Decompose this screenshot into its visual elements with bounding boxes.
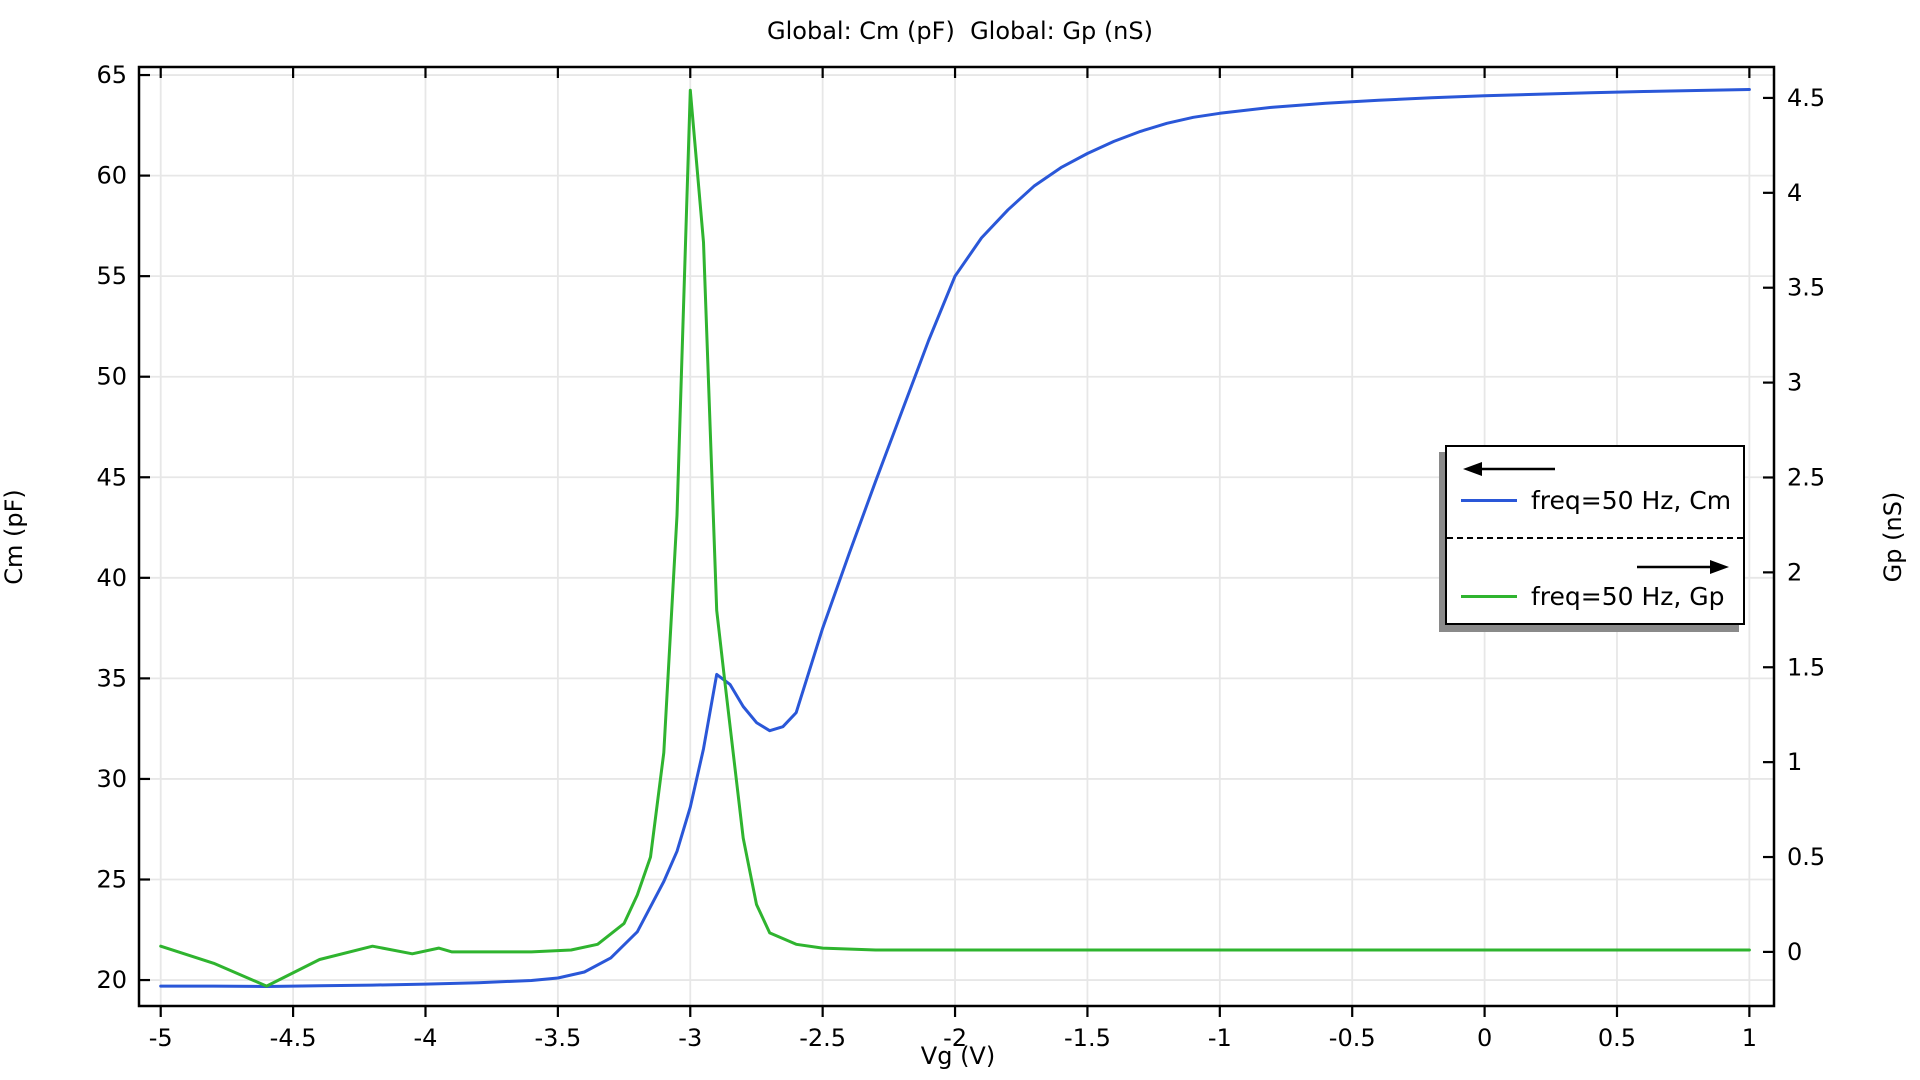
plot-border [137, 65, 1776, 1008]
y-right-tick-label: 0 [1787, 938, 1802, 966]
x-tick-label: -4.5 [270, 1024, 317, 1052]
x-tick-label: 1 [1742, 1024, 1757, 1052]
axis-ticks [139, 67, 1774, 1017]
plot-frame [137, 65, 1776, 1008]
y-left-tick-label: 20 [96, 966, 127, 994]
series-curve-gp [159, 88, 1751, 988]
y-right-tick-label: 3 [1787, 369, 1802, 397]
y-left-axis-label: Cm (pF) [0, 489, 28, 585]
x-tick-label: -2 [943, 1024, 967, 1052]
y-right-tick-label: 4.5 [1787, 84, 1825, 112]
x-tick-label: -1 [1208, 1024, 1232, 1052]
x-tick-label: -2.5 [799, 1024, 846, 1052]
y-left-tick-label: 55 [96, 262, 127, 290]
chart-title: Global: Cm (pF) Global: Gp (nS) [767, 17, 1153, 45]
gridlines [139, 67, 1774, 1006]
left-arrow-icon [1463, 462, 1555, 476]
y-left-tick-label: 40 [96, 564, 127, 592]
x-tick-label: 0.5 [1598, 1024, 1636, 1052]
series-curve-cm [159, 88, 1751, 988]
x-tick-label: -4 [414, 1024, 438, 1052]
legend-divider [1447, 537, 1743, 539]
y-left-tick-label: 60 [96, 162, 127, 190]
x-tick-label: -1.5 [1064, 1024, 1111, 1052]
y-right-tick-label: 3.5 [1787, 274, 1825, 302]
x-axis-label: Vg (V) [921, 1042, 995, 1070]
y-left-tick-label: 35 [96, 664, 127, 692]
tick-labels: -5 -4.5 -4 -3.5 -3 -2.5 -2 -1.5 -1 -0.5 0 0.5 120253… [96, 61, 1825, 1052]
y-left-tick-label: 30 [96, 765, 127, 793]
x-tick-label: -3 [678, 1024, 702, 1052]
y-left-tick-label: 45 [96, 463, 127, 491]
legend-label-gp: freq=50 Hz, Gp [1531, 582, 1725, 611]
y-left-tick-label: 25 [96, 865, 127, 893]
x-tick-label: -5 [149, 1024, 173, 1052]
x-tick-label: -0.5 [1329, 1024, 1376, 1052]
y-right-tick-label: 1.5 [1787, 653, 1825, 681]
legend: freq=50 Hz, Cm freq=50 Hz, Gp [1445, 445, 1745, 625]
y-right-tick-label: 2.5 [1787, 463, 1825, 491]
y-right-tick-label: 0.5 [1787, 843, 1825, 871]
cm-series-swatch [1461, 499, 1517, 502]
right-arrow-icon [1637, 560, 1729, 574]
gp-series-swatch [1461, 595, 1517, 598]
y-left-tick-label: 50 [96, 363, 127, 391]
y-right-axis-label: Gp (nS) [1879, 492, 1907, 583]
y-right-tick-label: 1 [1787, 748, 1802, 776]
y-right-tick-label: 2 [1787, 558, 1802, 586]
y-left-tick-label: 65 [96, 61, 127, 89]
y-right-tick-label: 4 [1787, 179, 1802, 207]
x-tick-label: 0 [1477, 1024, 1492, 1052]
legend-label-cm: freq=50 Hz, Cm [1531, 486, 1732, 515]
x-tick-label: -3.5 [534, 1024, 581, 1052]
curves [159, 88, 1751, 988]
